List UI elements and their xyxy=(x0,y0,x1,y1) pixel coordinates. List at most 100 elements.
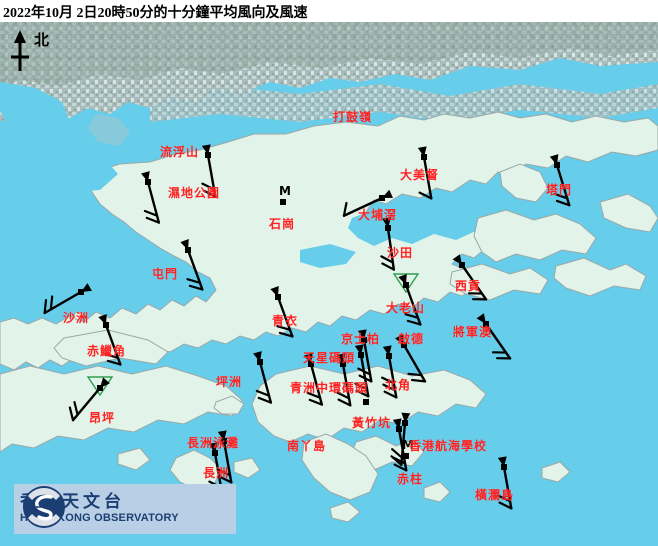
wind-barb-feather xyxy=(355,389,370,398)
wind-barb-arrowhead xyxy=(304,353,313,364)
lantau-island xyxy=(0,365,243,453)
station-label[interactable]: 香港航海學校 xyxy=(409,439,488,453)
tap-mun-island xyxy=(499,163,549,203)
station-label[interactable]: 京士柏 xyxy=(341,332,381,346)
wind-barb-feather xyxy=(393,463,408,472)
peng-chau-island xyxy=(213,395,245,415)
wind-barb-feather xyxy=(381,262,395,271)
station-label[interactable]: 坪洲 xyxy=(216,375,243,389)
north-arrow: 北 xyxy=(6,27,66,77)
hko-mark-icon xyxy=(23,486,65,528)
title-bar: 2022年10月 2日20時50分的十分鐘平均風向及風速 xyxy=(0,0,658,22)
wind-barb-feather xyxy=(553,192,569,200)
wind-barb-feather xyxy=(354,382,369,391)
wind-barb-feather xyxy=(202,189,217,198)
wind-barb-feather xyxy=(145,216,160,224)
station-label[interactable]: 大埔滘 xyxy=(358,208,398,222)
wind-barb-arrowhead xyxy=(81,283,92,292)
wind-barb-feather xyxy=(410,378,427,383)
station-label[interactable]: 石崗 xyxy=(269,217,296,231)
wind-barb-arrowhead xyxy=(382,217,392,228)
station-marker-triangle xyxy=(392,273,420,294)
station-label[interactable]: 青衣 xyxy=(272,314,299,328)
wind-barb-feather xyxy=(73,400,79,416)
wind-barb-feather xyxy=(342,201,348,217)
station-label[interactable]: 沙洲 xyxy=(63,311,90,325)
wind-barb-feather xyxy=(337,398,352,407)
station-label[interactable]: 大美督 xyxy=(400,168,440,182)
wind-barb-feather xyxy=(306,391,322,399)
station-label[interactable]: 流浮山 xyxy=(160,145,200,159)
station-label[interactable]: 長洲 xyxy=(203,466,230,480)
wind-barb-feather xyxy=(381,376,395,385)
station-label[interactable]: 黃竹坑 xyxy=(352,416,392,430)
wind-barb-feather xyxy=(380,255,394,264)
north-label: 北 xyxy=(34,31,50,49)
station-label[interactable]: 天星碼頭 xyxy=(303,351,356,365)
wind-barb-feather xyxy=(498,501,513,510)
wind-barb-arrowhead xyxy=(253,351,262,362)
station-label[interactable]: 將軍澳 xyxy=(453,325,493,339)
wind-barb-feather xyxy=(217,468,232,477)
station-label[interactable]: 濕地公園 xyxy=(168,186,221,200)
wind-barb-feather xyxy=(49,295,54,311)
wind-barb-arrowhead xyxy=(217,430,227,441)
map-geography: MM xyxy=(0,22,658,546)
wind-barb-layer: MM xyxy=(43,144,571,510)
station-label[interactable]: 塔門 xyxy=(546,183,573,197)
wind-barb-feather xyxy=(104,353,120,359)
station-label[interactable]: 青洲 xyxy=(290,381,317,395)
station-label[interactable]: 大老山 xyxy=(386,301,426,315)
wind-barb-arrowhead xyxy=(100,377,110,388)
station-label[interactable]: 長洲泳灘 xyxy=(187,436,240,450)
wind-barb-feather xyxy=(404,313,420,319)
station-label[interactable]: 橫瀾島 xyxy=(475,488,515,502)
station-marker-dot xyxy=(280,199,286,205)
wind-barb-arrowhead xyxy=(392,418,402,429)
wind-barb-feather xyxy=(186,278,202,284)
wind-barb-feather xyxy=(106,359,122,366)
wind-barb-feather xyxy=(257,396,272,404)
station-marker-dot xyxy=(363,399,369,405)
station-label[interactable]: 昂坪 xyxy=(89,411,116,425)
wind-barb-feather xyxy=(68,406,75,422)
station-label[interactable]: 赤鱲角 xyxy=(87,344,127,358)
wind-barb-arrowhead xyxy=(180,239,189,250)
wind-barb-feather xyxy=(201,182,216,191)
lamma-island xyxy=(301,433,379,501)
station-label[interactable]: 屯門 xyxy=(152,267,179,281)
sai-kung-east xyxy=(449,263,549,301)
station-label[interactable]: 北角 xyxy=(385,378,412,392)
station-marker-triangle xyxy=(86,376,114,397)
wind-barb-shaft xyxy=(342,196,384,217)
wind-barb-arrowhead xyxy=(395,334,404,345)
station-label[interactable]: 南丫島 xyxy=(287,439,327,453)
wind-barb-feather xyxy=(218,475,233,484)
station-label[interactable]: 西貢 xyxy=(455,279,482,293)
wind-barb-feather xyxy=(555,199,571,207)
sha-chau-island xyxy=(73,311,83,321)
station-missing-flag: M xyxy=(279,184,291,198)
page-title: 2022年10月 2日20時50分的十分鐘平均風向及風速 xyxy=(3,6,308,21)
wind-barb-arrowhead xyxy=(201,144,211,155)
wind-barb-feather xyxy=(391,448,404,459)
wind-barb-feather xyxy=(390,455,403,466)
station-label[interactable]: 中環碼頭 xyxy=(316,381,369,395)
station-label[interactable]: 打鼓嶺 xyxy=(333,110,373,124)
station-label[interactable]: 啟德 xyxy=(398,332,425,346)
wind-barb-feather xyxy=(308,398,323,406)
sai-kung-peninsula xyxy=(473,209,597,263)
wind-barb-arrowhead xyxy=(270,286,279,297)
wind-barb-feather xyxy=(143,209,159,217)
wind-barb-feather xyxy=(276,325,292,331)
station-label[interactable]: 赤柱 xyxy=(397,472,424,486)
wind-barb-arrowhead xyxy=(401,412,411,423)
hko-logo: 香港天文台 HONG KONG OBSERVATORY xyxy=(14,484,236,534)
wind-barb-arrowhead xyxy=(141,171,150,182)
wind-barb-arrowhead xyxy=(354,344,364,355)
wind-barb-arrowhead xyxy=(417,146,427,157)
station-label[interactable]: 沙田 xyxy=(387,246,414,260)
wind-barb-feather xyxy=(497,494,512,503)
